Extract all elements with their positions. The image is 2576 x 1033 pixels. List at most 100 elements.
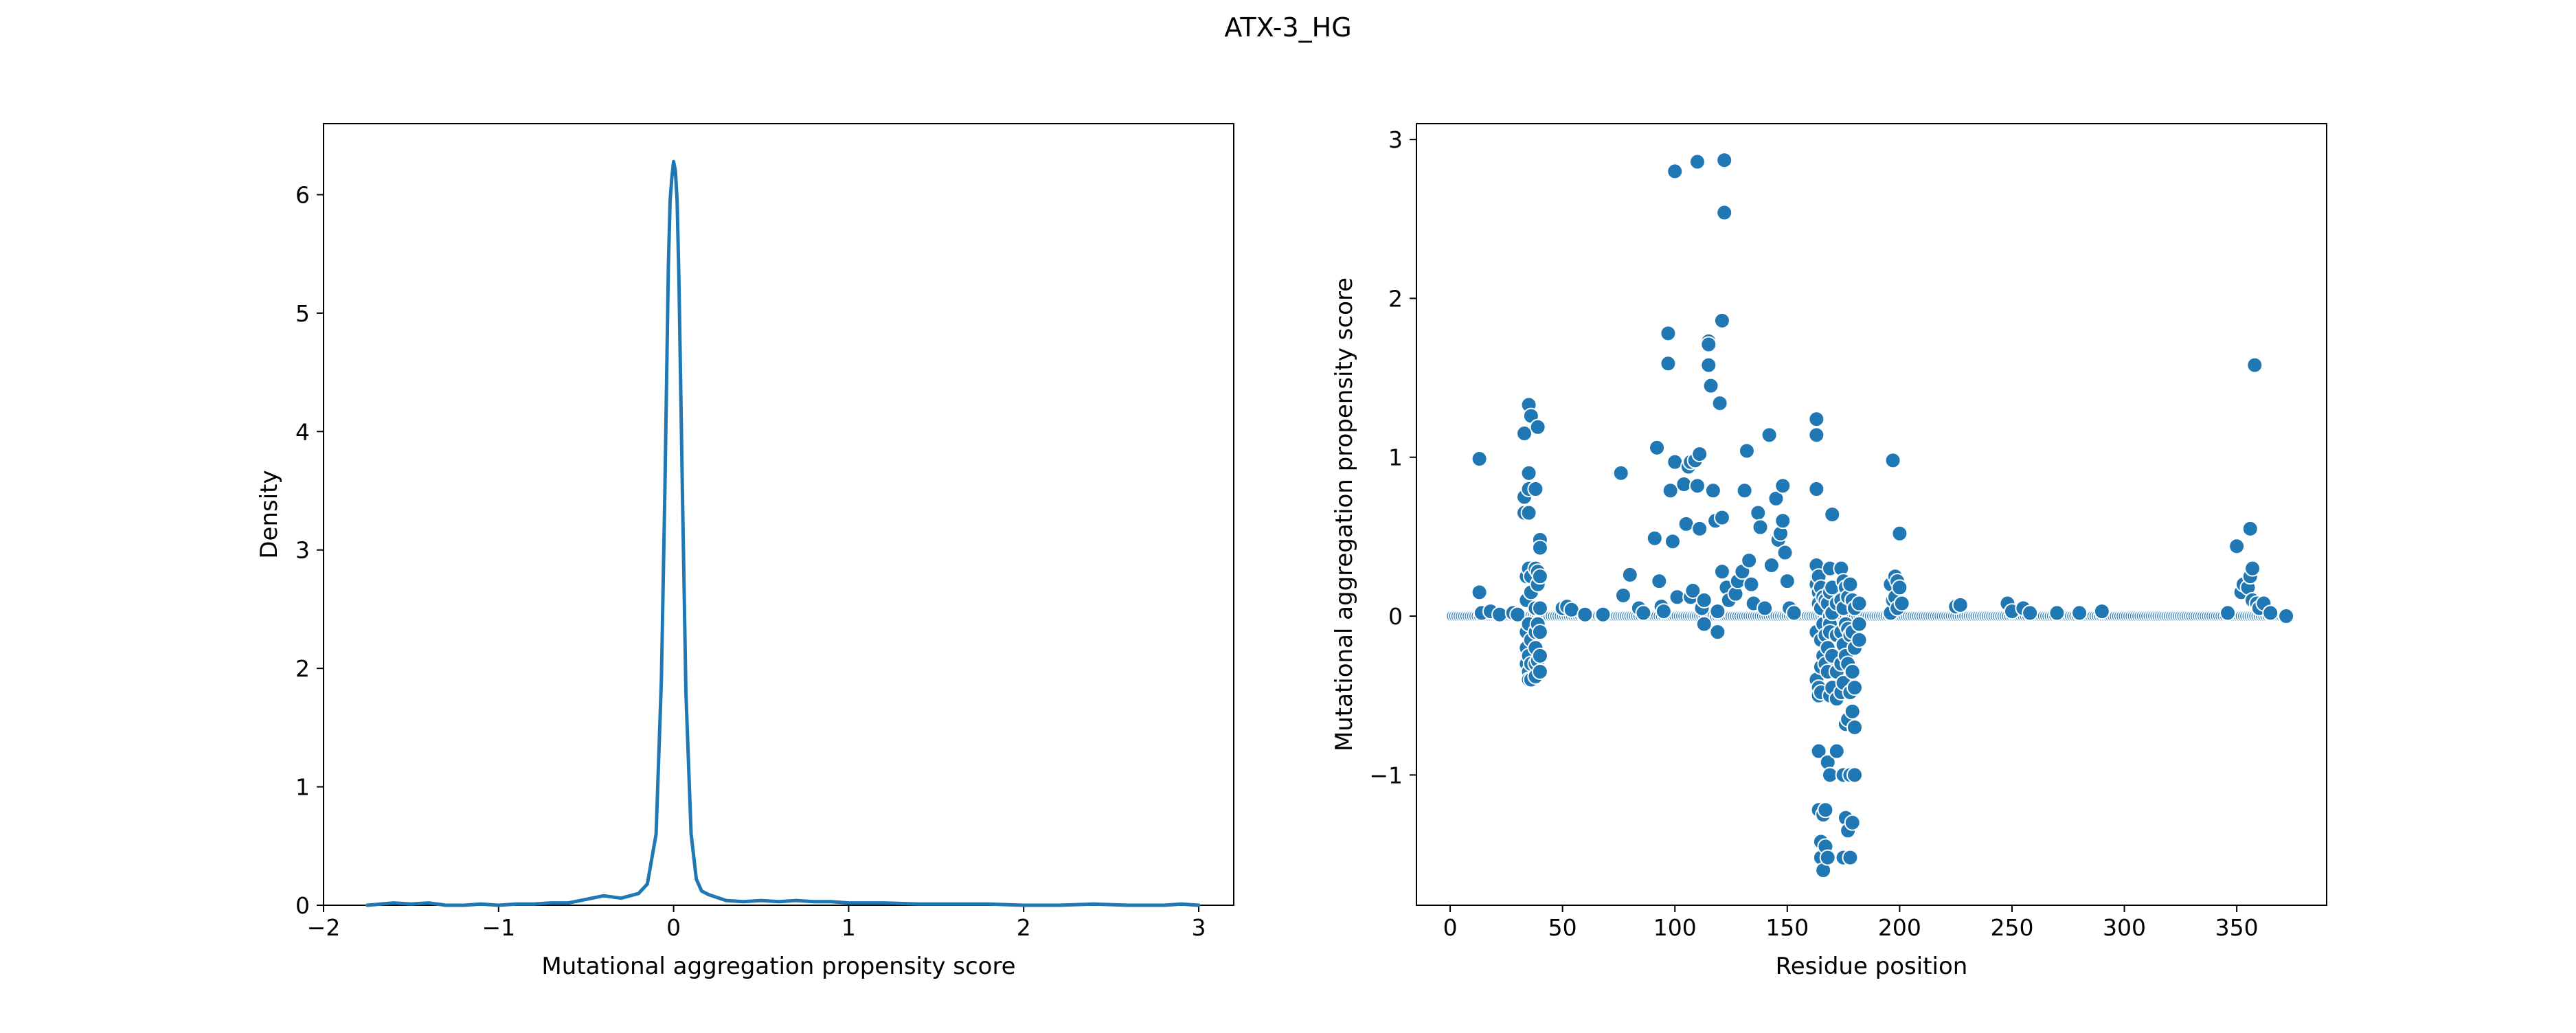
chart2-point: [1736, 482, 1753, 499]
chart2-point: [2219, 604, 2237, 622]
chart2-point: [1651, 573, 1668, 590]
chart2-point: [1529, 418, 1546, 435]
chart2-point: [1756, 600, 1774, 617]
chart2-point: [2262, 604, 2279, 622]
chart2-point: [1846, 718, 1863, 736]
chart2-point: [1655, 603, 1672, 620]
chart2-point: [1612, 464, 1629, 481]
chart2-point: [1520, 504, 1537, 521]
chart2-x-tick-label: 300: [2103, 914, 2146, 941]
chart1-y-tick-label: 0: [295, 892, 310, 919]
chart2-point: [1531, 568, 1548, 585]
chart2-point: [1684, 582, 1702, 600]
chart2-point: [1688, 477, 1706, 495]
chart2-point: [1621, 566, 1638, 583]
chart2-point: [1664, 533, 1681, 550]
chart2-point: [1851, 615, 1868, 633]
chart1-x-tick-label: 2: [1017, 914, 1031, 941]
chart2-point: [1819, 849, 1836, 866]
chart2-point: [1646, 530, 1663, 547]
chart1-x-axis-label: Mutational aggregation propensity score: [541, 953, 1015, 980]
chart1-axes-frame: [323, 123, 1234, 906]
chart2-point: [1828, 742, 1845, 760]
chart1-y-tick-label: 1: [295, 774, 310, 801]
chart2-x-tick-label: 100: [1653, 914, 1697, 941]
chart2-point: [1808, 480, 1825, 497]
chart1-x-tick-label: −1: [482, 914, 515, 941]
chart2-point: [1808, 411, 1825, 428]
chart2-point: [1761, 427, 1778, 444]
chart2-point: [1691, 520, 1708, 537]
chart2-point: [1527, 480, 1544, 497]
chart2-point: [1716, 152, 1733, 169]
chart2-point: [1891, 579, 1908, 596]
chart2-point: [1531, 624, 1548, 641]
chart2-point: [1516, 425, 1533, 442]
chart2-point: [1810, 742, 1827, 760]
chart2-point: [1952, 596, 1969, 613]
chart2-point: [1750, 504, 1767, 521]
chart2-point: [1776, 544, 1794, 561]
chart2-y-tick-label: −1: [1369, 762, 1403, 788]
chart2-point: [1702, 377, 1719, 394]
chart2-point: [1711, 395, 1728, 412]
chart2-point: [1667, 163, 1684, 180]
chart2-point: [1649, 439, 1666, 456]
chart2-x-tick-label: 200: [1878, 914, 1921, 941]
chart2-point: [1531, 663, 1548, 680]
chart1-y-axis-label: Density: [256, 470, 283, 558]
chart2-point: [1709, 603, 1726, 620]
chart2-point: [1752, 519, 1769, 536]
chart2-point: [1635, 604, 1652, 622]
chart2-point: [1851, 595, 1868, 612]
chart2-point: [1844, 663, 1861, 680]
chart2-point: [1471, 584, 1488, 601]
chart1-y-tick-label: 6: [295, 181, 310, 208]
chart2-point: [1842, 576, 1859, 593]
chart1-y-tick-label: 4: [295, 418, 310, 445]
chart2-y-tick-label: 3: [1388, 126, 1403, 153]
chart2-point: [2246, 356, 2263, 374]
figure-title: ATX-3_HG: [1224, 12, 1352, 43]
chart2-point: [1851, 631, 1868, 648]
chart2-point: [2071, 604, 2088, 622]
chart2-point: [1491, 606, 1509, 623]
chart2-point: [1594, 606, 1612, 623]
chart2-point: [1743, 576, 1760, 593]
chart2-x-tick-label: 150: [1765, 914, 1809, 941]
chart2-point: [1509, 606, 1526, 623]
chart2-point: [1675, 476, 1693, 493]
chart2-y-tick-label: 0: [1388, 603, 1403, 630]
chart2-x-tick-label: 250: [1990, 914, 2033, 941]
chart2-point: [1713, 509, 1730, 526]
chart2-point: [1531, 647, 1548, 664]
chart2-point: [1709, 624, 1726, 641]
chart2-point: [1884, 452, 1901, 469]
chart2-point: [2048, 604, 2066, 622]
chart2-point: [1891, 525, 1908, 542]
chart2-point: [2278, 608, 2295, 625]
chart2-point: [1842, 849, 1859, 866]
chart2-point: [1471, 451, 1488, 468]
chart2-point: [1763, 557, 1780, 574]
chart2-point: [1577, 606, 1594, 623]
chart2-point: [1716, 204, 1733, 221]
chart2-point: [1614, 587, 1631, 604]
chart2-point: [1531, 539, 1548, 556]
chart2-point: [1785, 604, 1803, 622]
chart2-point: [1660, 355, 1677, 372]
chart1-x-tick-label: 1: [841, 914, 856, 941]
chart2-point: [1695, 615, 1713, 633]
chart2-point: [1741, 552, 1758, 569]
chart2-point: [1824, 506, 1841, 523]
chart2-point: [1531, 600, 1548, 617]
chart2-point: [1662, 482, 1679, 499]
chart2-point: [1778, 573, 1796, 590]
chart2-point: [1738, 442, 1755, 459]
chart2-point: [1520, 464, 1537, 481]
chart2-point: [2022, 604, 2039, 622]
chart2-axes-frame: [1416, 123, 2327, 906]
chart1-kde-line: [365, 159, 1201, 907]
chart2-point: [2228, 538, 2246, 555]
